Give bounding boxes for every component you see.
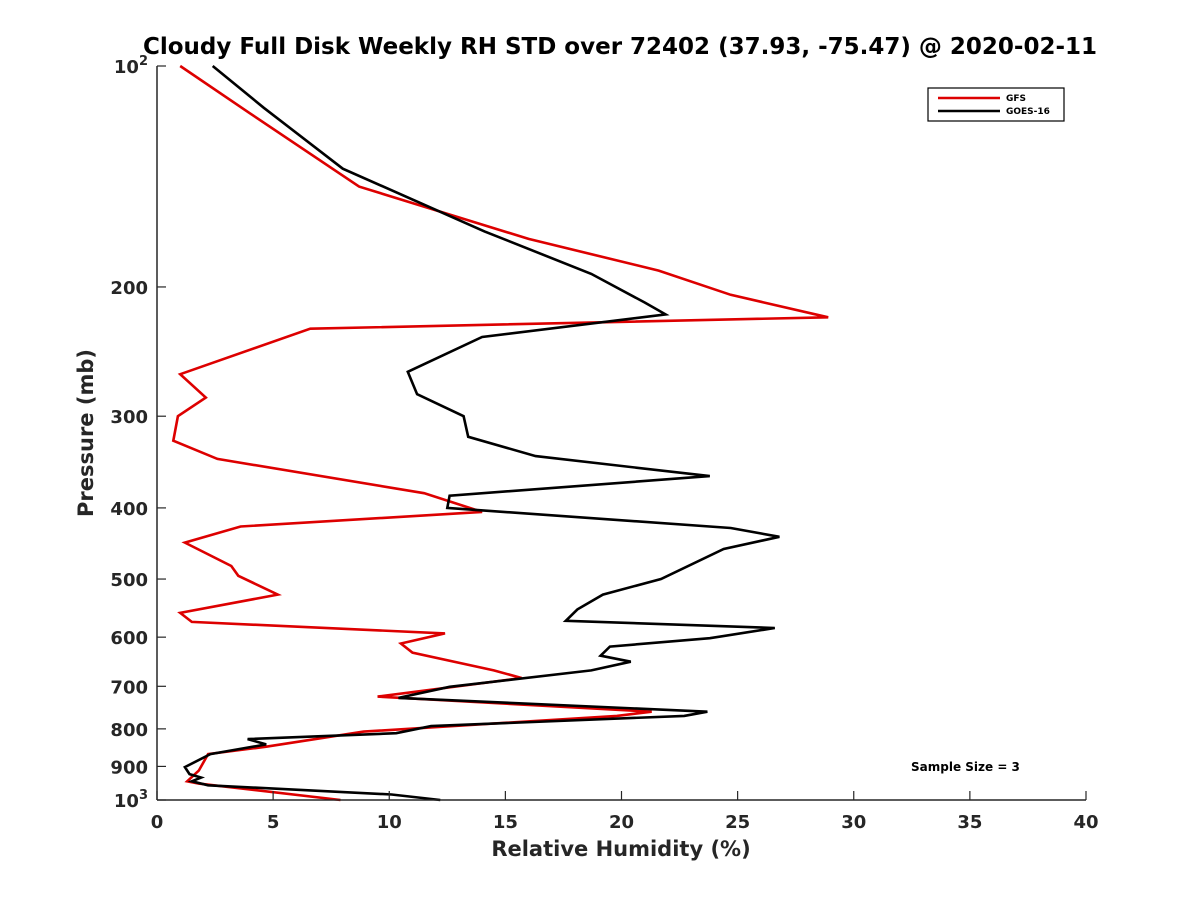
legend: GFS GOES-16 xyxy=(927,87,1065,122)
series-layer xyxy=(171,64,829,802)
x-tick-label: 40 xyxy=(1073,812,1098,833)
y-axis-label: Pressure (mb) xyxy=(74,349,98,517)
x-ticks: 0 5 10 15 20 25 30 35 40 xyxy=(151,791,1099,833)
x-axis-label: Relative Humidity (%) xyxy=(491,837,750,861)
x-tick-label: 5 xyxy=(267,812,280,833)
y-tick-label: 102 xyxy=(114,54,148,78)
series-line-goes16 xyxy=(183,64,780,802)
legend-box xyxy=(927,87,1065,122)
x-tick-label: 10 xyxy=(377,812,402,833)
y-tick-label: 500 xyxy=(110,570,148,591)
y-tick-label: 900 xyxy=(110,757,148,778)
chart-title: Cloudy Full Disk Weekly RH STD over 7240… xyxy=(143,34,1097,60)
legend-label-gfs: GFS xyxy=(1006,94,1026,104)
x-tick-label: 25 xyxy=(725,812,750,833)
x-tick-label: 0 xyxy=(151,812,164,833)
y-tick-label: 300 xyxy=(110,407,148,428)
x-tick-label: 35 xyxy=(957,812,982,833)
x-tick-label: 30 xyxy=(841,812,866,833)
series-line-gfs xyxy=(171,64,829,802)
sample-size-annotation: Sample Size = 3 xyxy=(911,760,1020,774)
plot-area: 0 5 10 15 20 25 30 35 40 102 200 300 400 500 600 700 80… xyxy=(110,54,1098,833)
axes-background xyxy=(157,66,1086,800)
y-tick-label: 700 xyxy=(110,677,148,698)
y-tick-label: 200 xyxy=(110,278,148,299)
y-ticks: 102 200 300 400 500 600 700 800 900 103 xyxy=(110,54,166,812)
x-tick-label: 15 xyxy=(493,812,518,833)
y-tick-label: 600 xyxy=(110,628,148,649)
y-tick-label: 400 xyxy=(110,499,148,520)
y-tick-label: 103 xyxy=(114,788,148,812)
y-tick-label: 800 xyxy=(110,720,148,741)
legend-label-goes16: GOES-16 xyxy=(1006,107,1050,117)
x-tick-label: 20 xyxy=(609,812,634,833)
